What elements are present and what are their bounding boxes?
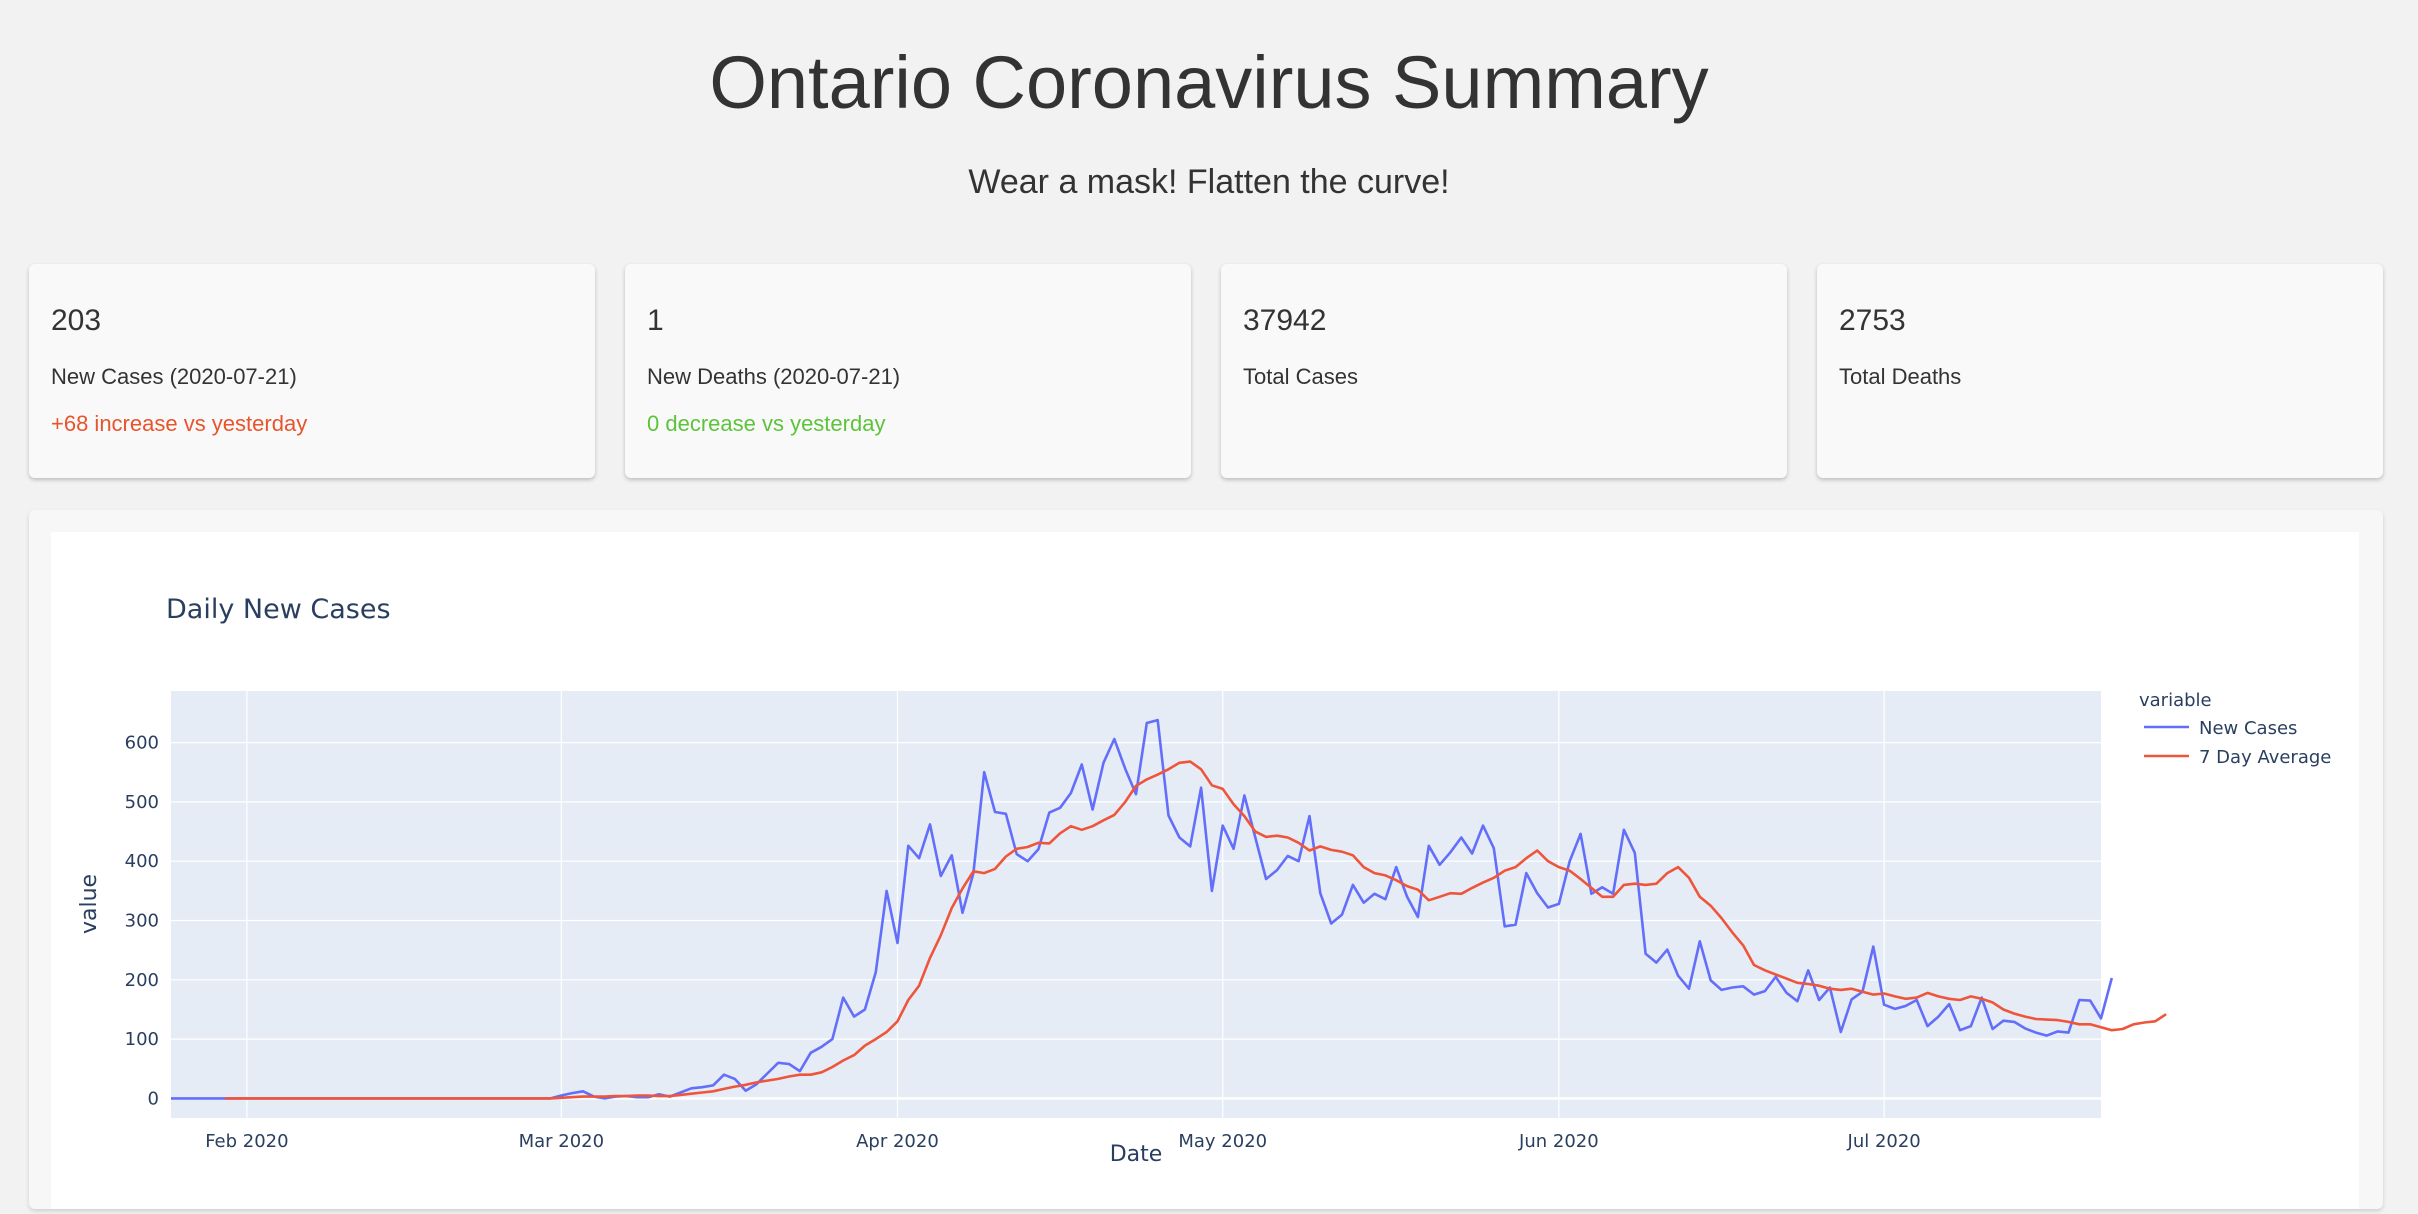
total-deaths-value: 2753 xyxy=(1839,304,1906,337)
new-cases-card: 203 New Cases (2020-07-21) +68 increase … xyxy=(29,264,595,478)
x-tick-label-2: Apr 2020 xyxy=(856,1131,939,1152)
y-axis-label: value xyxy=(77,874,102,934)
plot-area[interactable] xyxy=(171,691,2101,1118)
chart-container: Daily New Cases 0 100 200 300 400 500 600 Feb … xyxy=(51,532,2359,1209)
y-tick-label-400: 400 xyxy=(125,851,159,872)
y-tick-label-600: 600 xyxy=(125,733,159,754)
y-tick-label-200: 200 xyxy=(125,970,159,991)
total-cases-card: 37942 Total Cases xyxy=(1221,264,1787,478)
new-deaths-delta: 0 decrease vs yesterday xyxy=(647,411,886,436)
y-tick-label-100: 100 xyxy=(125,1029,159,1050)
series-line-7-day-average[interactable] xyxy=(225,760,2167,1100)
x-axis-label: Date xyxy=(1110,1142,1163,1167)
legend: variable New Cases 7 Day Average xyxy=(2139,690,2331,768)
x-tick-label-4: Jun 2020 xyxy=(1518,1131,1599,1152)
new-deaths-card: 1 New Deaths (2020-07-21) 0 decrease vs … xyxy=(625,264,1191,478)
x-axis-ticks: Feb 2020 Mar 2020 Apr 2020 May 2020 Jun 2020… xyxy=(205,1131,1921,1152)
legend-item-new-cases[interactable]: New Cases xyxy=(2144,718,2297,739)
x-tick-label-1: Mar 2020 xyxy=(519,1131,605,1152)
page-subtitle: Wear a mask! Flatten the curve! xyxy=(968,163,1450,201)
new-deaths-label: New Deaths (2020-07-21) xyxy=(647,364,901,389)
new-cases-label: New Cases (2020-07-21) xyxy=(51,364,297,389)
legend-label-7-day-average: 7 Day Average xyxy=(2199,747,2331,768)
y-tick-label-300: 300 xyxy=(125,911,159,932)
legend-title: variable xyxy=(2139,690,2212,711)
legend-item-7-day-average[interactable]: 7 Day Average xyxy=(2144,747,2331,768)
y-tick-label-500: 500 xyxy=(125,792,159,813)
total-deaths-card: 2753 Total Deaths xyxy=(1817,264,2383,478)
x-tick-label-3: May 2020 xyxy=(1178,1131,1267,1152)
legend-label-new-cases: New Cases xyxy=(2199,718,2297,739)
chart-title: Daily New Cases xyxy=(166,594,391,625)
x-tick-label-5: Jul 2020 xyxy=(1847,1131,1921,1152)
page-title: Ontario Coronavirus Summary xyxy=(709,41,1709,124)
y-axis-ticks: 0 100 200 300 400 500 600 xyxy=(125,733,159,1110)
chart-panel: Daily New Cases 0 100 200 300 400 500 600 Feb … xyxy=(29,510,2383,1209)
gridlines xyxy=(171,691,2101,1118)
total-deaths-label: Total Deaths xyxy=(1839,364,1962,389)
new-deaths-value: 1 xyxy=(647,304,664,337)
series-lines xyxy=(171,718,2167,1100)
new-cases-value: 203 xyxy=(51,304,102,337)
total-cases-label: Total Cases xyxy=(1243,364,1358,389)
x-tick-label-0: Feb 2020 xyxy=(205,1131,288,1152)
new-cases-delta: +68 increase vs yesterday xyxy=(51,411,308,436)
total-cases-value: 37942 xyxy=(1243,304,1327,337)
daily-new-cases-chart[interactable]: Daily New Cases 0 100 200 300 400 500 600 Feb … xyxy=(51,532,2359,1209)
y-tick-label-0: 0 xyxy=(148,1088,159,1109)
